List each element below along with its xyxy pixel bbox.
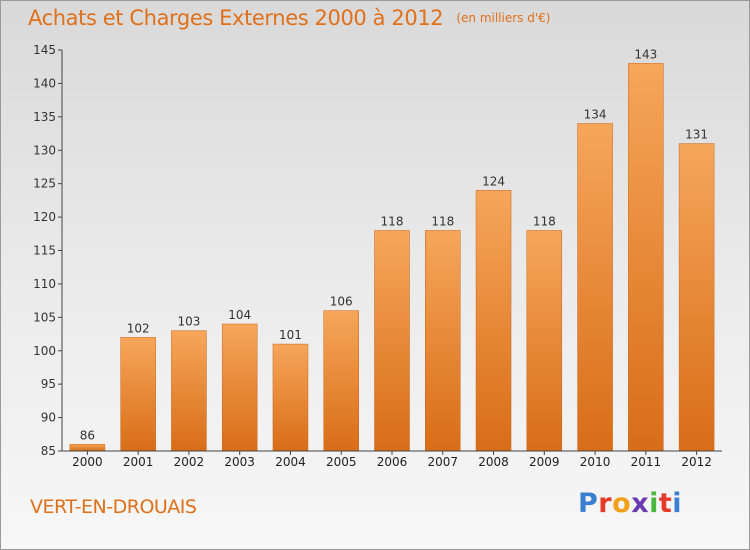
bar-value-label: 131 — [685, 128, 708, 142]
bar-value-label: 134 — [584, 108, 607, 122]
logo-letter: P — [578, 488, 599, 519]
bars: 86 102 103 104 101 106 118 118 124 118 134 143 131 — [69, 47, 715, 452]
x-tick-label: 2002 — [174, 455, 205, 469]
x-axis: 2000 2001 2002 2003 2004 2005 2006 2007 2008 2009… — [62, 450, 722, 469]
bar-2012 — [678, 143, 715, 452]
y-tick-label: 140 — [33, 76, 56, 90]
y-axis: 85 90 95 100 105 110 115 120 125 130 135 140 145 — [33, 43, 63, 458]
x-tick-label: 2005 — [326, 455, 357, 469]
x-tick-label: 2003 — [224, 455, 255, 469]
x-tick-label: 2009 — [529, 455, 560, 469]
bar-2007 — [425, 230, 461, 452]
bar-2006 — [374, 230, 410, 452]
bar-value-label: 118 — [431, 214, 454, 228]
bar-value-label: 118 — [381, 214, 404, 228]
y-tick-label: 110 — [33, 277, 56, 291]
bar-value-label: 118 — [533, 214, 556, 228]
bar-value-label: 106 — [330, 295, 353, 309]
chart-heading: Achats et Charges Externes 2000 à 2012 (… — [28, 6, 550, 30]
x-tick-label: 2001 — [123, 455, 154, 469]
bar-value-label: 102 — [127, 321, 150, 335]
logo-letter: o — [612, 488, 632, 519]
logo-letter: t — [658, 488, 673, 519]
y-tick-label: 85 — [41, 444, 56, 458]
x-tick-label: 2000 — [72, 455, 103, 469]
chart-title: Achats et Charges Externes 2000 à 2012 — [28, 6, 444, 30]
y-tick-label: 145 — [33, 43, 56, 57]
place-name: VERT-EN-DROUAIS — [30, 496, 197, 518]
bar-2008 — [475, 190, 512, 452]
bar-2005 — [323, 310, 359, 452]
x-tick-label: 2004 — [275, 455, 306, 469]
logo-letter: i — [649, 488, 659, 519]
bar-2009 — [526, 230, 563, 452]
logo-letter: i — [672, 488, 683, 519]
bar-2003 — [221, 323, 258, 452]
x-tick-label: 2012 — [681, 455, 712, 469]
y-tick-label: 105 — [33, 310, 56, 324]
bar-value-label: 104 — [228, 308, 251, 322]
logo-letter: r — [598, 488, 613, 519]
proxiti-logo[interactable]: Proxiti — [578, 488, 682, 519]
bar-value-label: 101 — [279, 328, 302, 342]
bar-2004 — [272, 343, 309, 452]
y-tick-label: 125 — [33, 177, 56, 191]
bar-2011 — [628, 63, 664, 452]
y-tick-label: 90 — [41, 411, 56, 425]
y-tick-label: 135 — [33, 110, 56, 124]
y-tick-label: 95 — [41, 377, 56, 391]
y-tick-label: 100 — [33, 344, 56, 358]
y-tick-label: 120 — [33, 210, 56, 224]
x-tick-label: 2010 — [580, 455, 611, 469]
bar-2001 — [120, 337, 156, 452]
logo-letter: x — [631, 488, 650, 519]
x-tick-label: 2007 — [427, 455, 458, 469]
bar-2002 — [171, 330, 207, 452]
bar-value-label: 124 — [482, 174, 505, 188]
x-tick-label: 2008 — [478, 455, 509, 469]
chart-subtitle: (en milliers d'€) — [456, 11, 551, 25]
y-tick-label: 130 — [33, 143, 56, 157]
bar-2000 — [69, 444, 106, 452]
y-tick-label: 115 — [33, 244, 56, 258]
bar-value-label: 143 — [634, 47, 657, 61]
bar-value-label: 103 — [177, 315, 200, 329]
x-tick-label: 2011 — [631, 455, 662, 469]
bar-2010 — [577, 123, 613, 452]
x-tick-label: 2006 — [377, 455, 408, 469]
bar-value-label: 86 — [80, 428, 95, 442]
